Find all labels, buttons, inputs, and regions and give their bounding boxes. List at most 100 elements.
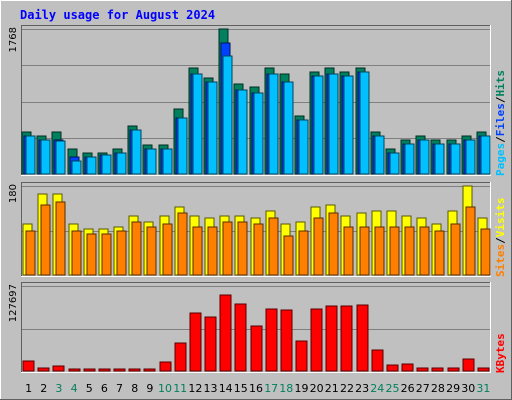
bar-pages-day-3 bbox=[55, 140, 66, 175]
bar-kbytes-day-24 bbox=[371, 349, 384, 372]
bar-sites-day-5 bbox=[86, 233, 97, 276]
bar-sites-day-29 bbox=[450, 223, 461, 276]
bar-kbytes-day-5 bbox=[83, 368, 96, 372]
legend-kbytes: KBytes bbox=[494, 333, 507, 373]
day-label-29: 29 bbox=[446, 382, 460, 395]
day-label-8: 8 bbox=[131, 382, 138, 395]
bar-sites-day-8 bbox=[131, 221, 142, 276]
bar-sites-day-6 bbox=[101, 233, 112, 276]
legend-entry-pages: Pages bbox=[494, 143, 507, 176]
bar-kbytes-day-28 bbox=[431, 367, 444, 372]
bar-kbytes-day-7 bbox=[113, 368, 126, 372]
y-max-label: 180 bbox=[8, 184, 19, 203]
x-axis-day-labels: 1 2 3 4 5 6 7 8 9 10 11 12 13 14 15 16 17 18 19 20 21 22 23 24 2… bbox=[25, 382, 490, 395]
day-label-24: 24 bbox=[370, 382, 384, 395]
bar-kbytes-day-14 bbox=[219, 294, 232, 372]
bar-sites-day-27 bbox=[419, 226, 430, 276]
bar-kbytes-day-20 bbox=[310, 308, 323, 372]
day-label-16: 16 bbox=[249, 382, 263, 395]
day-label-14: 14 bbox=[219, 382, 233, 395]
bar-sites-day-18 bbox=[283, 235, 294, 276]
bar-kbytes-day-15 bbox=[234, 303, 247, 372]
bar-kbytes-day-19 bbox=[295, 340, 308, 372]
bar-sites-day-4 bbox=[71, 230, 82, 276]
bar-kbytes-day-1 bbox=[22, 360, 35, 372]
bar-pages-day-21 bbox=[328, 73, 339, 175]
bar-sites-day-26 bbox=[404, 226, 415, 276]
day-label-22: 22 bbox=[340, 382, 354, 395]
bar-pages-day-23 bbox=[359, 71, 370, 175]
day-label-27: 27 bbox=[416, 382, 430, 395]
bar-pages-day-11 bbox=[177, 117, 188, 175]
bar-sites-day-22 bbox=[343, 226, 354, 276]
bar-kbytes-day-31 bbox=[477, 367, 490, 372]
bar-sites-day-24 bbox=[374, 226, 385, 276]
bar-kbytes-day-16 bbox=[250, 325, 263, 372]
bar-kbytes-day-26 bbox=[401, 363, 414, 372]
bar-sites-day-1 bbox=[25, 230, 36, 276]
legend-entry-hits: Hits bbox=[494, 70, 507, 97]
bar-pages-day-24 bbox=[374, 135, 385, 175]
legend-hits-files-pages: Pages/Files/Hits bbox=[494, 70, 507, 176]
bar-sites-day-31 bbox=[480, 228, 491, 276]
day-label-5: 5 bbox=[86, 382, 93, 395]
bar-kbytes-day-10 bbox=[159, 361, 172, 372]
chart-title: Daily usage for August 2024 bbox=[20, 8, 215, 22]
day-label-31: 31 bbox=[476, 382, 490, 395]
bar-kbytes-day-17 bbox=[265, 308, 278, 372]
bar-sites-day-23 bbox=[359, 226, 370, 276]
day-label-21: 21 bbox=[325, 382, 339, 395]
bar-kbytes-day-11 bbox=[174, 342, 187, 372]
day-label-23: 23 bbox=[355, 382, 369, 395]
bar-sites-day-19 bbox=[298, 230, 309, 276]
day-label-13: 13 bbox=[204, 382, 218, 395]
bar-pages-day-15 bbox=[237, 89, 248, 175]
chart-panels: 1768Pages/Files/Hits180Sites/Visits12769… bbox=[8, 25, 507, 373]
legend-entry-sites: Sites bbox=[494, 244, 507, 277]
day-label-6: 6 bbox=[101, 382, 108, 395]
panel-visits-sites: 180 Sites/Visits bbox=[8, 182, 507, 277]
bar-pages-day-20 bbox=[313, 75, 324, 175]
day-label-20: 20 bbox=[310, 382, 324, 395]
bar-pages-day-29 bbox=[450, 143, 461, 175]
day-label-30: 30 bbox=[461, 382, 475, 395]
bar-pages-day-13 bbox=[207, 81, 218, 175]
bar-pages-day-18 bbox=[283, 81, 294, 175]
bar-pages-day-7 bbox=[116, 152, 127, 175]
day-label-2: 2 bbox=[40, 382, 47, 395]
bar-pages-day-27 bbox=[419, 139, 430, 175]
bar-kbytes-day-23 bbox=[356, 304, 369, 372]
legend-separator: / bbox=[494, 237, 507, 244]
day-label-9: 9 bbox=[146, 382, 153, 395]
bar-pages-day-31 bbox=[480, 135, 491, 175]
bar-kbytes-day-27 bbox=[416, 367, 429, 372]
bar-pages-day-5 bbox=[86, 156, 97, 175]
bar-kbytes-day-29 bbox=[447, 367, 460, 372]
bar-pages-day-4 bbox=[71, 160, 82, 175]
bar-sites-day-25 bbox=[389, 226, 400, 276]
legend-separator: / bbox=[494, 96, 507, 103]
legend-separator: / bbox=[494, 136, 507, 143]
day-label-7: 7 bbox=[116, 382, 123, 395]
bar-sites-day-17 bbox=[268, 217, 279, 276]
day-label-1: 1 bbox=[25, 382, 32, 395]
bar-pages-day-25 bbox=[389, 152, 400, 175]
bar-sites-day-16 bbox=[253, 223, 264, 276]
bar-pages-day-28 bbox=[434, 143, 445, 175]
bar-sites-day-21 bbox=[328, 212, 339, 276]
bar-pages-day-16 bbox=[253, 92, 264, 175]
bar-sites-day-13 bbox=[207, 226, 218, 276]
bar-pages-day-22 bbox=[343, 75, 354, 175]
bar-sites-day-3 bbox=[55, 201, 66, 276]
bar-sites-day-9 bbox=[146, 226, 157, 276]
day-label-19: 19 bbox=[295, 382, 309, 395]
bar-sites-day-30 bbox=[465, 206, 476, 276]
day-label-11: 11 bbox=[173, 382, 187, 395]
bar-pages-day-12 bbox=[192, 73, 203, 175]
bar-sites-day-20 bbox=[313, 217, 324, 276]
bar-sites-day-28 bbox=[434, 230, 445, 276]
panel-kbytes: 127697 KBytes bbox=[8, 282, 507, 373]
